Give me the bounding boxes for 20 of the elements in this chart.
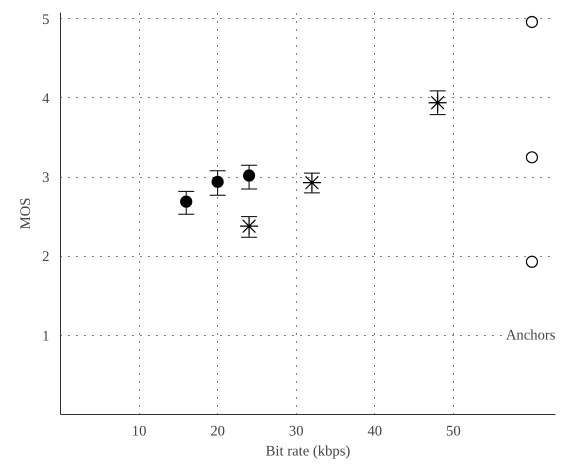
point <box>526 16 538 28</box>
point <box>526 151 538 164</box>
y-tick-label: 1 <box>42 328 50 344</box>
x-tick-label: 40 <box>367 424 382 440</box>
y-axis-title: MOS <box>18 198 34 230</box>
x-tick-label: 10 <box>132 424 146 440</box>
point <box>242 169 256 182</box>
y-tick-label: 3 <box>42 170 50 186</box>
point <box>212 176 224 188</box>
x-tick-label: 30 <box>288 424 304 440</box>
x-axis-title: Bit rate (kbps) <box>266 444 350 460</box>
y-tick-label: 2 <box>42 249 50 266</box>
x-tick-label: 20 <box>210 424 225 440</box>
x-tick-label: 50 <box>446 424 461 440</box>
annotation: Anchors <box>506 327 556 344</box>
y-tick-label: 5 <box>42 12 50 28</box>
point <box>180 196 192 208</box>
point <box>428 93 448 112</box>
y-tick-label: 4 <box>42 90 50 107</box>
point <box>526 256 538 268</box>
